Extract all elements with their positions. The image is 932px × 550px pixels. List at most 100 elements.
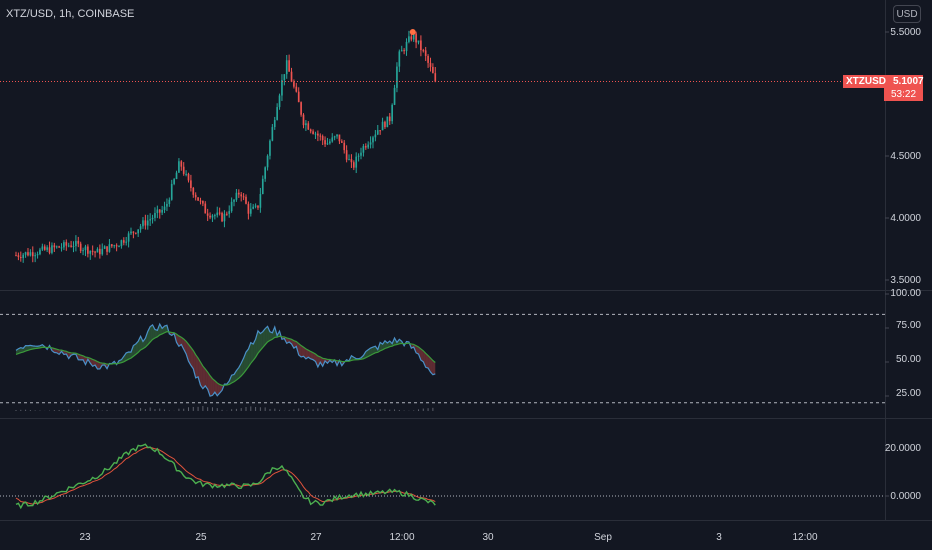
osc1-fill: [262, 328, 266, 348]
candle-body: [67, 245, 70, 247]
candle-body: [199, 200, 202, 202]
osc1-fill: [150, 324, 153, 343]
osc1-fill: [123, 352, 127, 362]
candle-body: [130, 231, 132, 234]
candle-body: [142, 220, 144, 227]
candle-body: [312, 131, 314, 134]
candle-body: [158, 209, 161, 213]
candle-body: [266, 155, 269, 168]
candle-body: [134, 232, 137, 234]
osc2-tick: 20.0000: [884, 443, 921, 454]
candle-body: [412, 33, 415, 40]
candle-body: [264, 167, 267, 179]
candle-body: [400, 50, 403, 52]
osc1-fill: [432, 360, 436, 375]
candle-body: [87, 246, 89, 254]
candle-body: [185, 173, 187, 175]
candle-body: [106, 246, 108, 252]
candle-body: [240, 194, 243, 197]
candle-body: [319, 135, 322, 137]
candle-body: [113, 245, 116, 247]
candle-countdown: 53:22: [884, 88, 923, 101]
candle-body: [362, 146, 365, 153]
symbol-title: XTZ/USD, 1h, COINBASE: [6, 8, 135, 20]
candle-body: [24, 252, 27, 255]
candle-body: [307, 123, 310, 130]
osc1-fill: [257, 330, 261, 354]
osc1-fill: [250, 342, 254, 364]
candle-body: [405, 41, 408, 52]
candle-body: [187, 173, 190, 181]
candle-body: [99, 248, 101, 255]
osc1-main-line: [15, 322, 436, 397]
candle-body: [182, 166, 185, 174]
osc1-fill: [178, 335, 182, 347]
candle-body: [94, 251, 96, 253]
candle-body: [247, 203, 250, 214]
osc1-fill: [97, 361, 100, 369]
candle-body: [403, 50, 405, 52]
candle-body: [120, 240, 123, 247]
candle-body: [190, 180, 192, 188]
candle-body: [283, 74, 286, 81]
candle-body: [180, 161, 183, 167]
osc1-fill: [380, 342, 383, 351]
osc1-fill: [267, 326, 270, 342]
candle-body: [434, 73, 437, 82]
candle-body: [110, 244, 113, 247]
osc1-signal-line: [15, 331, 436, 386]
osc1-fill: [30, 345, 33, 350]
candle-body: [257, 205, 259, 208]
candle-body: [202, 200, 204, 204]
osc1-fill: [305, 348, 309, 359]
osc1-fill: [154, 329, 158, 338]
time-tick: Sep: [594, 532, 612, 543]
osc1-fill: [181, 337, 184, 350]
currency-button[interactable]: USD: [893, 5, 921, 23]
candle-body: [127, 233, 130, 242]
candle-body: [391, 104, 393, 122]
candle-body: [137, 229, 140, 234]
candle-body: [34, 255, 37, 257]
candle-body: [31, 252, 34, 257]
candle-body: [19, 257, 22, 259]
osc1-fill: [202, 366, 206, 389]
candle-body: [372, 137, 374, 143]
candle-body: [424, 50, 427, 56]
signal-marker: [409, 29, 416, 35]
candle-body: [305, 123, 307, 126]
candle-body: [242, 196, 245, 198]
candle-body: [352, 162, 355, 168]
candle-body: [41, 246, 44, 250]
candle-body: [225, 213, 228, 215]
candle-body: [290, 71, 293, 82]
candle-body: [46, 247, 48, 250]
candle-body: [415, 33, 417, 43]
candle-body: [309, 129, 312, 132]
osc1-fill: [20, 347, 24, 353]
candle-body: [15, 255, 17, 257]
candle-body: [420, 40, 422, 51]
candle-body: [166, 203, 168, 207]
osc1-fill: [145, 331, 148, 348]
candle-body: [72, 246, 75, 248]
candle-body: [58, 246, 60, 248]
osc1-fill: [23, 345, 26, 353]
candle-body: [432, 66, 434, 74]
candle-body: [161, 209, 163, 213]
candle-body: [17, 255, 20, 258]
price-badge: XTZUSD 5.1007: [843, 75, 924, 88]
candle-body: [396, 66, 398, 88]
candle-body: [278, 95, 281, 108]
candle-body: [254, 205, 257, 207]
candle-body: [355, 156, 358, 168]
candle-body: [326, 143, 329, 145]
candle-body: [276, 107, 278, 120]
candle-body: [216, 212, 219, 216]
candle-body: [235, 192, 238, 200]
candle-body: [429, 62, 432, 67]
candle-body: [51, 245, 53, 253]
osc1-fill: [95, 360, 98, 369]
candle-body: [302, 114, 305, 126]
